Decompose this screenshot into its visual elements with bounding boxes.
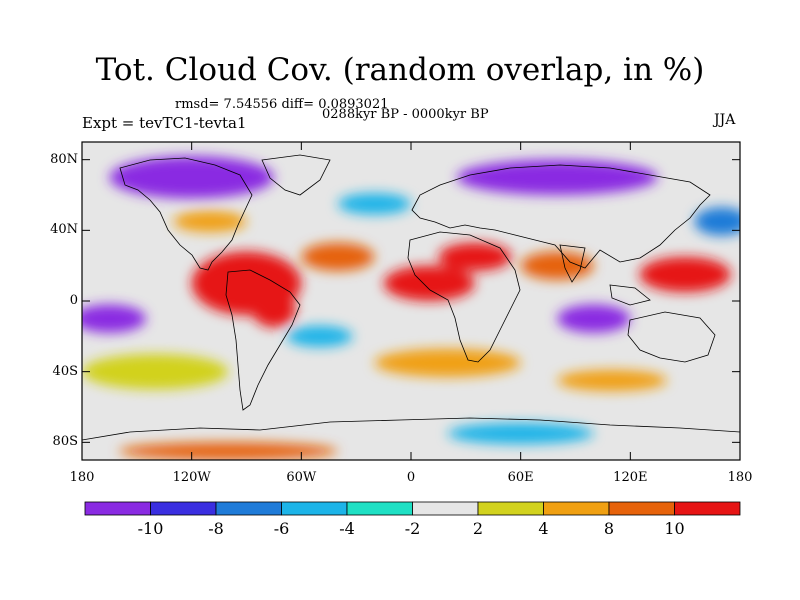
colorbar-label: 10 xyxy=(664,519,685,538)
anomaly-region xyxy=(118,442,338,460)
colorbar-label: 4 xyxy=(538,519,549,538)
anomaly-region xyxy=(173,210,247,233)
colorbar-label: 2 xyxy=(472,519,484,538)
figure-title: Tot. Cloud Cov. (random overlap, in %) xyxy=(95,52,705,88)
colorbar-label: -8 xyxy=(208,519,224,538)
lon-tick-label: 180 xyxy=(727,470,753,485)
colorbar xyxy=(84,501,741,516)
anomaly-region xyxy=(337,193,412,215)
anomaly-region xyxy=(694,207,740,236)
colorbar-swatch xyxy=(477,501,544,516)
colorbar-swatch xyxy=(281,501,348,516)
lon-tick-label: 0 xyxy=(406,470,416,485)
anomaly-field xyxy=(82,156,740,460)
anomaly-region xyxy=(557,304,631,333)
lat-tick-label: 0 xyxy=(69,293,78,308)
anomaly-region xyxy=(438,242,512,271)
colorbar-swatch xyxy=(215,501,282,516)
period-label: 0288kyr BP - 0000kyr BP xyxy=(322,107,489,122)
anomaly-region xyxy=(447,422,594,445)
lon-tick-label: 120W xyxy=(172,470,211,485)
lon-tick-label: 120E xyxy=(613,470,648,485)
lat-tick-label: 40N xyxy=(50,222,78,238)
colorbar-label: 8 xyxy=(603,519,615,538)
colorbar-label: -10 xyxy=(137,519,164,538)
coastlines xyxy=(82,154,740,441)
anomaly-region xyxy=(251,292,296,328)
anomaly-region xyxy=(82,304,146,333)
colorbar-swatch xyxy=(674,501,741,516)
colorbar-label: -6 xyxy=(273,519,290,538)
anomaly-region xyxy=(557,369,667,392)
anomaly-region xyxy=(374,348,521,377)
lat-tick-label: 40S xyxy=(52,363,78,379)
anomaly-region xyxy=(301,242,375,271)
anomaly-region xyxy=(109,156,274,199)
colorbar-label: -4 xyxy=(339,519,355,538)
colorbar-swatch xyxy=(412,501,479,516)
lon-tick-label: 60E xyxy=(507,470,534,485)
lat-tick-label: 80S xyxy=(52,434,78,450)
stats-label: rmsd= 7.54556 diff= 0.0893021 xyxy=(175,97,389,112)
colorbar-swatch xyxy=(84,501,151,516)
anomaly-region xyxy=(383,265,475,302)
lon-tick-label: 60W xyxy=(286,470,317,485)
colorbar-label: -2 xyxy=(404,519,421,538)
anomaly-region xyxy=(82,354,229,390)
anomaly-region xyxy=(286,325,353,347)
experiment-label: Expt = tevTC1-tevta1 xyxy=(82,114,247,132)
anomaly-region xyxy=(520,251,594,280)
season-label: JJA xyxy=(714,112,736,128)
colorbar-swatch xyxy=(150,501,217,516)
colorbar-swatch xyxy=(346,501,413,516)
colorbar-swatch xyxy=(608,501,675,516)
lat-tick-label: 80N xyxy=(50,151,78,167)
lon-tick-label: 180 xyxy=(69,470,95,485)
colorbar-swatch xyxy=(543,501,610,516)
anomaly-region xyxy=(639,256,731,293)
